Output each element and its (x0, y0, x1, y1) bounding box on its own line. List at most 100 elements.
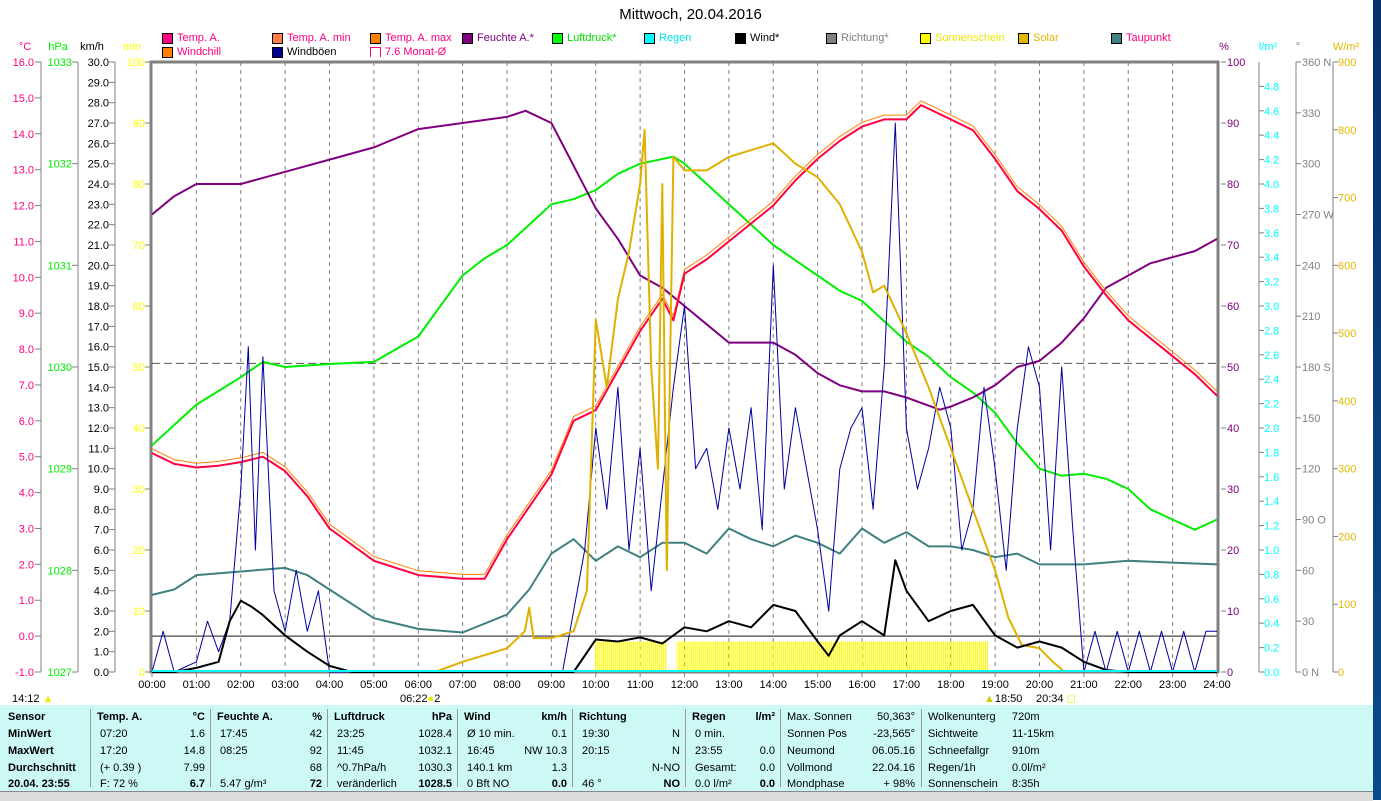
axis-unit-min: min (123, 41, 141, 53)
weather-value: 8:35h (1012, 778, 1040, 790)
legend-item: Windböen (272, 46, 337, 58)
table-cell-value: 1.3 (551, 762, 567, 774)
table-cell-label: 0 min. (695, 728, 725, 740)
axis-tick-label-deg: 90 O (1302, 515, 1326, 527)
axis-tick-label-C: 11.0 (13, 236, 34, 248)
legend-swatch (272, 46, 283, 58)
axis-tick-label-rain: 3.2 (1264, 277, 1279, 289)
axis-tick-label-wm2: 600 (1338, 260, 1356, 272)
axis-tick-label-C: 14.0 (13, 129, 34, 141)
axis-tick-label-min: 30 (133, 484, 145, 496)
weather-label: Schneefallgr (928, 745, 990, 757)
axis-tick-label-kmh: 13.0 (88, 403, 109, 415)
axis-tick-label-wm2: 0 (1338, 667, 1344, 679)
axis-tick-label-kmh: 8.0 (94, 504, 109, 516)
axis-tick-label-hPa: 1032 (48, 159, 72, 171)
table-header-unit: l/m² (755, 711, 775, 723)
axis-unit-hPa: hPa (48, 41, 68, 53)
axis-tick-label-pct: 30 (1227, 484, 1239, 496)
x-tick-label: 01:00 (183, 679, 211, 691)
axis-tick-label-rain: 3.8 (1264, 203, 1279, 215)
table-cell-value: 0.0 (759, 745, 775, 757)
legend-swatch (370, 47, 381, 57)
weather-value: 11-15km (1012, 728, 1054, 740)
legend-swatch (162, 32, 173, 44)
axis-tick-label-kmh: 15.0 (88, 362, 109, 374)
axis-tick-label-deg: 240 (1302, 260, 1320, 272)
axis-tick-label-kmh: 16.0 (88, 342, 109, 354)
legend-item: Temp. A. max (370, 32, 452, 44)
axis-tick-label-pct: 20 (1227, 545, 1239, 557)
table-cell-value: 1.6 (189, 728, 205, 740)
axis-tick-label-deg: 60 (1302, 565, 1314, 577)
legend-item: Taupunkt (1111, 32, 1171, 44)
moonset-label: 20:34 ◻ (1036, 693, 1076, 705)
chart-title: Mittwoch, 20.04.2016 (619, 6, 762, 23)
table-cell-value: 1030.3 (418, 762, 452, 774)
sunset-text: 18:50 (994, 693, 1023, 705)
axis-tick-label-C: 9.0 (19, 308, 34, 320)
axis-tick-label-kmh: 26.0 (88, 138, 109, 150)
axis-tick-label-min: 0 (139, 667, 145, 679)
table-cell-value: NO (663, 778, 681, 790)
axis-tick-label-hPa: 1029 (48, 464, 72, 476)
moonset-text: 20:34 (1036, 693, 1064, 705)
axis-tick-label-min: 90 (133, 118, 145, 130)
table-cell-value: 68 (309, 762, 322, 774)
astro-value: 22.04.16 (872, 762, 915, 774)
axis-tick-label-rain: 0.4 (1264, 618, 1279, 630)
table-cell-value: N-NO (651, 762, 680, 774)
sunrise-mark: 2 (434, 693, 441, 705)
axis-tick-label-wm2: 700 (1338, 193, 1356, 205)
x-tick-label: 15:00 (804, 679, 832, 691)
axis-tick-label-rain: 0.6 (1264, 594, 1279, 606)
x-tick-label: 10:00 (582, 679, 610, 691)
axis-tick-label-deg: 330 (1302, 108, 1320, 120)
x-tick-label: 02:00 (227, 679, 255, 691)
legend-item: Temp. A. min (272, 32, 351, 44)
axis-unit-pct: % (1219, 41, 1229, 53)
axis-tick-label-rain: 3.6 (1264, 228, 1279, 240)
axis-tick-label-rain: 0.2 (1264, 643, 1279, 655)
x-tick-label: 06:00 (404, 679, 432, 691)
weather-label: Sichtweite (928, 728, 979, 740)
axis-tick-label-C: 5.0 (19, 452, 34, 464)
axis-tick-label-C: -1.0 (15, 667, 34, 679)
x-tick-label: 21:00 (1070, 679, 1098, 691)
moon-icon: ◻ (1066, 693, 1076, 705)
sunset-label: ▲18:50 (984, 693, 1022, 705)
legend-item: Richtung* (826, 32, 889, 44)
axis-tick-label-min: 10 (133, 606, 145, 618)
axis-tick-label-kmh: 2.0 (94, 626, 109, 638)
axis-tick-label-deg: 300 (1302, 159, 1320, 171)
astro-value: + 98% (883, 778, 916, 790)
axis-tick-label-rain: 1.2 (1264, 521, 1279, 533)
table-row-label: Durchschnitt (8, 762, 76, 774)
axis-tick-label-kmh: 24.0 (88, 179, 109, 191)
axis-tick-label-C: 16.0 (13, 57, 34, 69)
legend-item: 7.6 Monat-Ø (370, 46, 446, 58)
table-cell-label: 0 Bft NO (467, 778, 510, 790)
table-cell-value: 1028.4 (418, 728, 452, 740)
axis-tick-label-C: 10.0 (13, 272, 34, 284)
weather-value: 910m (1012, 745, 1040, 757)
axis-tick-label-deg: 180 S (1302, 362, 1331, 374)
table-cell-value: 42 (309, 728, 322, 740)
astro-value: -23,565° (873, 728, 915, 740)
x-tick-label: 11:00 (627, 679, 654, 691)
axis-tick-label-kmh: 21.0 (88, 240, 109, 252)
axis-unit-rain: l/m² (1259, 41, 1278, 53)
table-header: Sensor (8, 711, 46, 723)
axis-tick-label-min: 40 (133, 423, 145, 435)
x-tick-label: 16:00 (848, 679, 876, 691)
table-cell-label: 16:45 (467, 745, 495, 757)
legend-item: Solar (1018, 32, 1059, 44)
axis-tick-label-hPa: 1033 (48, 57, 72, 69)
axis-tick-label-pct: 90 (1227, 118, 1239, 130)
legend-swatch (735, 32, 746, 44)
table-cell-label: 0.0 l/m² (695, 778, 732, 790)
legend-label: Wind* (750, 32, 780, 44)
legend-swatch (826, 32, 837, 44)
axis-tick-label-deg: 30 (1302, 616, 1314, 628)
axis-tick-label-rain: 4.6 (1264, 106, 1279, 118)
